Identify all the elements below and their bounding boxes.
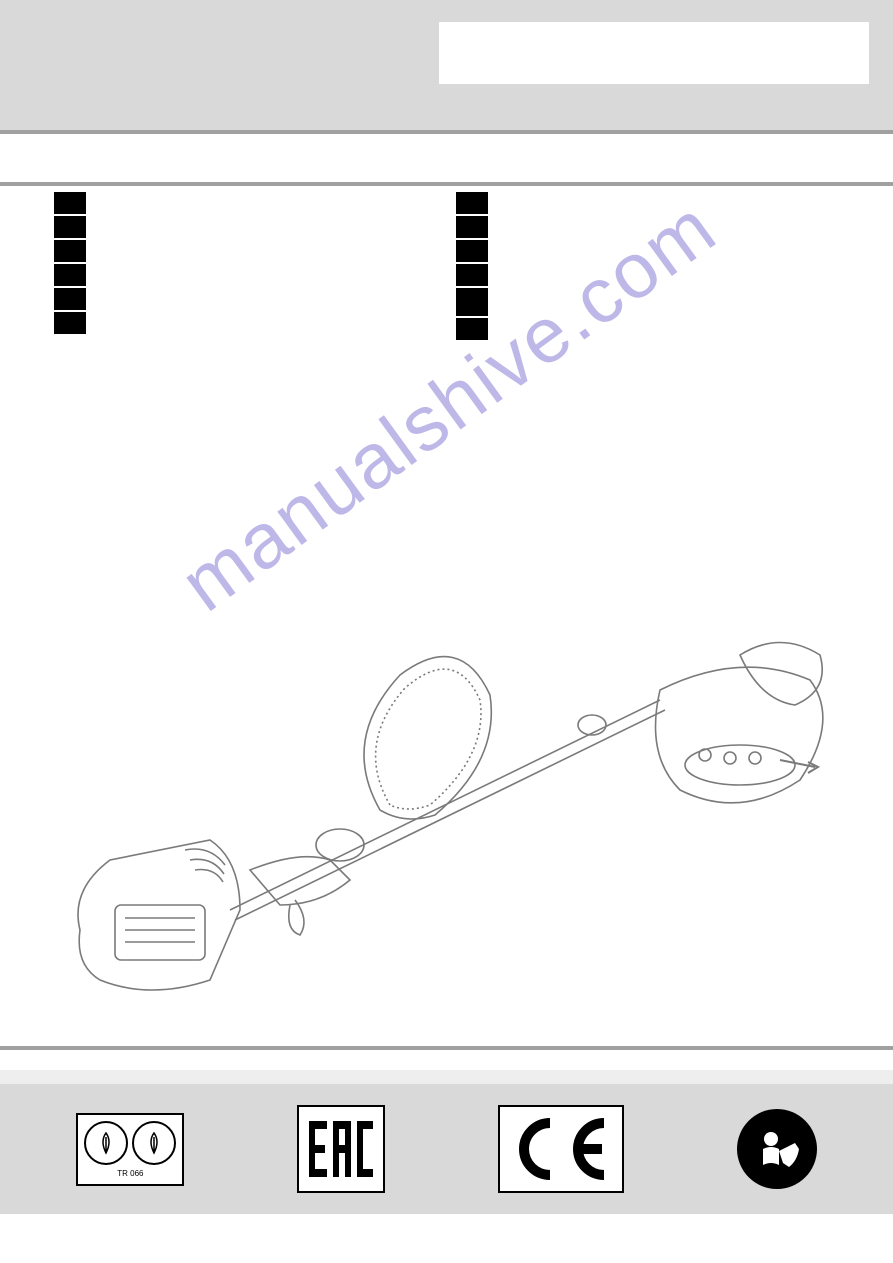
read-manual-icon xyxy=(737,1109,817,1189)
model-box xyxy=(439,22,869,84)
lang-badge xyxy=(456,192,488,214)
lang-badge xyxy=(456,264,488,286)
lang-badge xyxy=(456,216,488,238)
lang-item xyxy=(456,192,840,214)
lang-item xyxy=(456,288,840,316)
lang-item xyxy=(456,216,840,238)
lang-badge xyxy=(54,312,86,334)
lang-item xyxy=(54,192,438,214)
lang-badge xyxy=(54,192,86,214)
lang-item xyxy=(54,312,438,334)
lang-badge xyxy=(54,216,86,238)
eac-badge xyxy=(297,1105,385,1193)
lang-item xyxy=(456,240,840,262)
tr-label: TR 066 xyxy=(117,1169,143,1178)
subtitle xyxy=(0,96,893,130)
trimmer-illustration xyxy=(40,560,860,1000)
ce-badge xyxy=(498,1105,624,1193)
leaf-cert-badge: TR 066 xyxy=(76,1113,184,1186)
brand-row xyxy=(0,22,893,96)
footer-band: TR 066 xyxy=(0,1084,893,1214)
lang-badge xyxy=(456,318,488,340)
header-block xyxy=(0,14,893,130)
language-column-right xyxy=(456,192,840,340)
leaf-icon xyxy=(132,1121,176,1165)
lang-item xyxy=(54,288,438,310)
divider-bottom xyxy=(0,1046,893,1050)
lang-item xyxy=(54,264,438,286)
leaf-icon xyxy=(84,1121,128,1165)
lang-badge xyxy=(54,288,86,310)
product-title xyxy=(0,134,893,182)
lang-badge xyxy=(456,288,488,316)
lang-item xyxy=(456,264,840,286)
footer-band-light xyxy=(0,1070,893,1084)
top-grey-bar xyxy=(0,0,893,14)
language-section xyxy=(0,186,893,340)
lang-item xyxy=(54,240,438,262)
lang-badge xyxy=(456,240,488,262)
lang-badge xyxy=(54,264,86,286)
lang-item xyxy=(456,318,840,340)
lang-item xyxy=(54,216,438,238)
language-column-left xyxy=(54,192,438,340)
lang-badge xyxy=(54,240,86,262)
